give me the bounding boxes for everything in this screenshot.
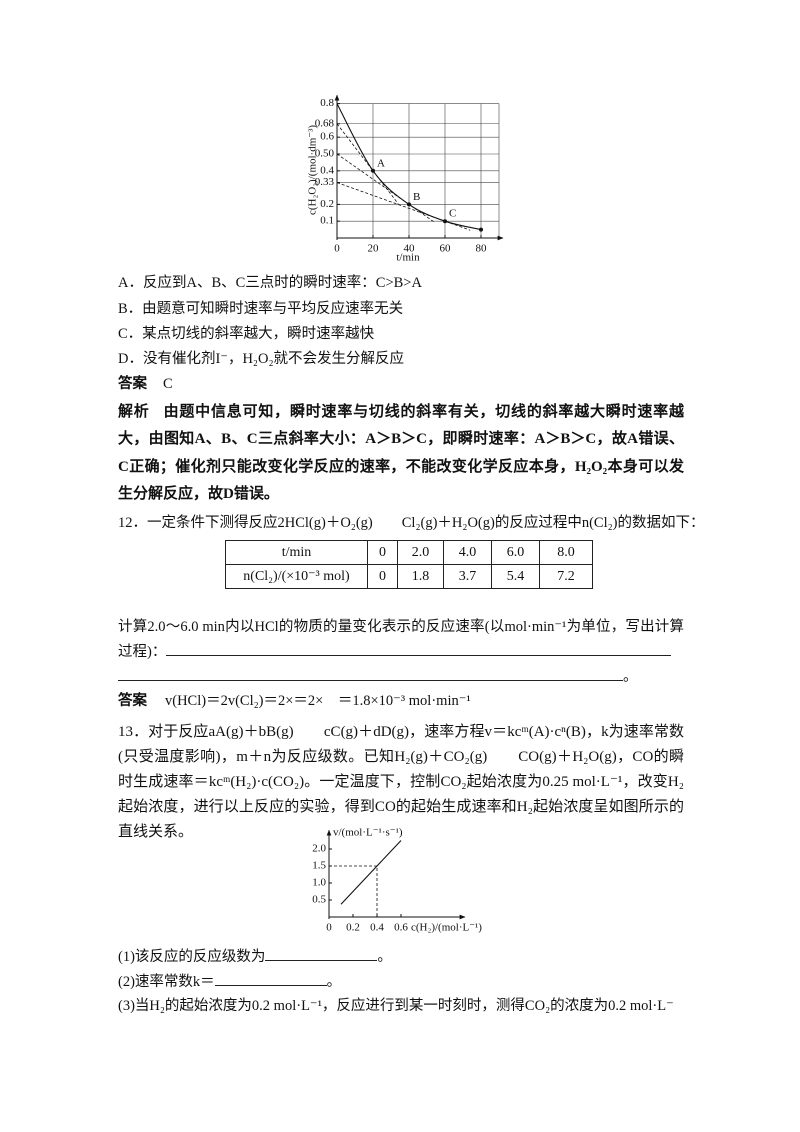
cell: t/min (225, 540, 368, 565)
sub-question: (3)当H₂的起始浓度为0.2 mol·L⁻¹，反应进行到某一时刻时，测得CO₂… (118, 998, 674, 1014)
blank (118, 666, 623, 681)
question-text: (1)该反应的反应级数为 (118, 949, 266, 965)
cell: 4.0 (443, 540, 492, 565)
option: D．没有催化剂I⁻，H₂O₂就不会发生分解反应 (118, 351, 405, 367)
x-tick-label: 40 (404, 243, 416, 255)
guide-line (329, 865, 378, 917)
option: C．某点切线的斜率越大，瞬时速率越快 (118, 326, 375, 342)
answer-label: 答案 (118, 693, 147, 709)
point-label: C (449, 208, 456, 220)
cell: 1.8 (397, 564, 444, 589)
point-label: A (377, 157, 385, 169)
y-tick-label: 0.4 (320, 164, 334, 176)
sub-question: (1)该反应的反应级数为 。 (118, 946, 392, 967)
sub-question: (2)速率常数k＝ 。 (118, 971, 341, 992)
analysis-label: 解析 (118, 404, 150, 420)
answer: 答案 C (118, 374, 173, 394)
cell: n(Cl₂)/(×10⁻³ mol) (225, 564, 368, 589)
x-tick-label: 0 (334, 243, 340, 255)
question-text: (2)速率常数k＝ (118, 974, 215, 990)
y-tick-label: 0.68 (315, 117, 335, 129)
x-tick-label: 0.6 (394, 922, 408, 934)
x-axis-label: c(H₂)/(mol·L⁻¹) (411, 922, 482, 934)
answer: 答案 v(HCl)＝2v(Cl₂)＝2×＝2× ＝1.8×10⁻³ mol·min… (118, 691, 471, 711)
answer-text: C (163, 376, 173, 392)
data-table: t/min 0 2.0 4.0 6.0 8.0 n(Cl₂)/(×10⁻³ mo… (225, 540, 593, 589)
y-tick-label: 1.5 (312, 860, 326, 872)
x-tick-label: 0.2 (346, 922, 360, 934)
data-point (443, 219, 447, 224)
option: B．由题意可知瞬时速率与平均反应速率无关 (118, 301, 404, 317)
y-tick-label: 2.0 (312, 843, 326, 855)
x-tick-label: 20 (368, 243, 380, 255)
tangent-line (336, 123, 399, 204)
punctuation: 。 (326, 974, 342, 990)
data-point (479, 227, 483, 232)
data-point (407, 202, 411, 207)
y-axis-label: c(H₂O₂)/(mol·dm⁻³) (307, 125, 319, 215)
x-axis-label: t/min (396, 252, 420, 264)
blank (265, 946, 378, 961)
question-text: 计算2.0～6.0 min内以HCl的物质的量变化表示的反应速率(以mol·mi… (118, 619, 684, 660)
analysis-text: 由题中信息可知，瞬时速率与切线的斜率有关，切线的斜率越大瞬时速率越大，由图知A、… (118, 404, 684, 502)
cell: 6.0 (491, 540, 540, 565)
blank (166, 641, 672, 656)
answer-line: 。 (118, 666, 638, 687)
question: 13．对于反应aA(g)＋bB(g) cC(g)＋dD(g)，速率方程v＝kcᵐ… (118, 724, 684, 840)
cell: 5.4 (491, 564, 540, 589)
cell: 7.2 (539, 564, 593, 589)
question: 计算2.0～6.0 min内以HCl的物质的量变化表示的反应速率(以mol·mi… (118, 615, 684, 665)
y-axis-label: v/(mol·L⁻¹·s⁻¹) (333, 827, 403, 839)
cell: 0 (367, 540, 398, 565)
x-tick-label: 80 (476, 243, 488, 255)
cell: 3.7 (443, 564, 492, 589)
y-tick-label: 1.0 (312, 877, 326, 889)
table-row: n(Cl₂)/(×10⁻³ mol) 0 1.8 3.7 5.4 7.2 (225, 564, 593, 589)
x-tick-label: 0 (326, 922, 332, 934)
y-tick-label: 0.5 (312, 894, 326, 906)
option: A．反应到A、B、C三点时的瞬时速率：C>B>A (118, 275, 422, 291)
data-point (371, 168, 375, 173)
point-label: B (413, 191, 420, 203)
table-row: t/min 0 2.0 4.0 6.0 8.0 (225, 540, 593, 565)
answer-text: v(HCl)＝2v(Cl₂)＝2×＝2× ＝1.8×10⁻³ mol·min⁻¹ (165, 693, 471, 709)
y-tick-label: 0.2 (320, 198, 334, 210)
punctuation: 。 (623, 669, 638, 685)
analysis: 解析 由题中信息可知，瞬时速率与切线的斜率有关，切线的斜率越大瞬时速率越大，由图知… (118, 399, 684, 508)
tangent-line (336, 182, 471, 231)
answer-label: 答案 (118, 376, 147, 392)
y-tick-label: 0.33 (315, 176, 335, 188)
x-tick-label: 60 (440, 243, 452, 255)
blank (214, 971, 327, 986)
y-tick-label: 0.8 (320, 97, 334, 109)
y-tick-label: 0.1 (320, 215, 334, 227)
x-tick-label: 0.4 (370, 922, 384, 934)
y-tick-label: 0.50 (315, 148, 335, 160)
question: 12．一定条件下测得反应2HCl(g)＋O₂(g) Cl₂(g)＋H₂O(g)的… (118, 515, 705, 531)
punctuation: 。 (377, 949, 392, 965)
y-tick-label: 0.6 (320, 131, 334, 143)
data-line (340, 840, 402, 905)
